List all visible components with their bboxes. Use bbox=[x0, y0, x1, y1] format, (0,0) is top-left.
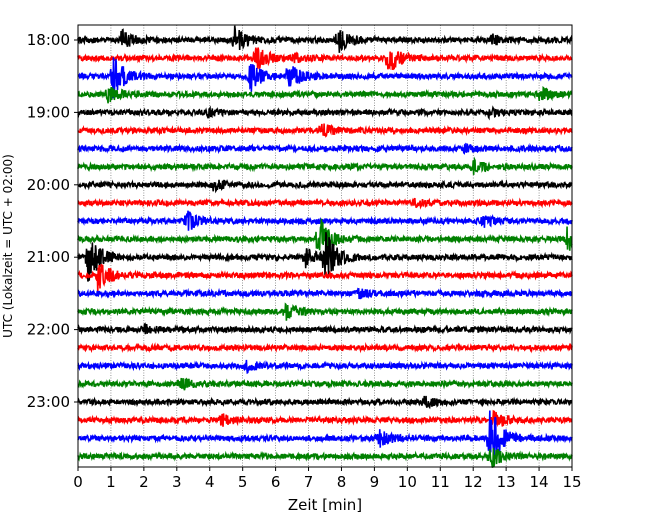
trace-2315 bbox=[77, 409, 573, 431]
trace-2130 bbox=[77, 287, 573, 300]
seismogram-traces bbox=[77, 25, 573, 468]
x-tick-label: 11 bbox=[431, 473, 450, 491]
trace-2145 bbox=[77, 302, 573, 321]
trace-1800 bbox=[77, 25, 573, 53]
y-axis-label: UTC (Lokalzeit = UTC + 02:00) bbox=[1, 154, 15, 338]
trace-1900 bbox=[77, 105, 573, 121]
trace-1915 bbox=[77, 123, 573, 138]
plot-frame bbox=[77, 24, 573, 468]
x-tick-label: 7 bbox=[304, 473, 314, 491]
trace-2330 bbox=[77, 410, 573, 460]
x-tick-label: 12 bbox=[464, 473, 483, 491]
y-tick-label: 18:00 bbox=[27, 31, 70, 49]
x-tick-label: 0 bbox=[73, 473, 83, 491]
trace-1815 bbox=[77, 47, 573, 71]
y-axis-ticks: 18:00 19:00 20:00 21:00 22:00 23:00 bbox=[27, 31, 78, 411]
x-tick-label: 5 bbox=[238, 473, 248, 491]
trace-2215 bbox=[77, 341, 573, 354]
y-tick-label: 19:00 bbox=[27, 103, 70, 121]
x-tick-label: 2 bbox=[139, 473, 149, 491]
trace-2015 bbox=[77, 197, 573, 210]
trace-2245 bbox=[77, 377, 573, 391]
y-tick-label: 22:00 bbox=[27, 321, 70, 339]
trace-2200 bbox=[77, 322, 573, 335]
x-tick-label: 9 bbox=[370, 473, 380, 491]
x-axis-ticks: 0 1 2 3 4 5 6 7 8 9 10 11 12 13 14 15 bbox=[73, 467, 582, 491]
x-axis-label: Zeit [min] bbox=[288, 496, 362, 514]
y-tick-label: 20:00 bbox=[27, 176, 70, 194]
x-tick-label: 4 bbox=[205, 473, 215, 491]
vertical-grid-lines bbox=[110, 25, 540, 467]
x-tick-label: 14 bbox=[530, 473, 549, 491]
y-tick-label: 21:00 bbox=[27, 248, 70, 266]
trace-2115 bbox=[77, 263, 573, 293]
x-tick-label: 10 bbox=[398, 473, 417, 491]
x-tick-label: 15 bbox=[562, 473, 581, 491]
x-tick-label: 13 bbox=[497, 473, 516, 491]
trace-2230 bbox=[77, 359, 573, 375]
x-tick-label: 3 bbox=[172, 473, 182, 491]
trace-2030 bbox=[77, 210, 573, 231]
x-tick-label: 8 bbox=[337, 473, 347, 491]
x-tick-label: 6 bbox=[271, 473, 281, 491]
trace-2000 bbox=[77, 179, 573, 194]
trace-1830 bbox=[77, 57, 573, 99]
trace-1930 bbox=[77, 142, 573, 155]
trace-1945 bbox=[77, 156, 573, 175]
x-tick-label: 1 bbox=[106, 473, 116, 491]
trace-1845 bbox=[77, 86, 573, 104]
y-tick-label: 23:00 bbox=[27, 393, 70, 411]
trace-2300 bbox=[77, 395, 573, 410]
trace-2345 bbox=[77, 447, 573, 468]
